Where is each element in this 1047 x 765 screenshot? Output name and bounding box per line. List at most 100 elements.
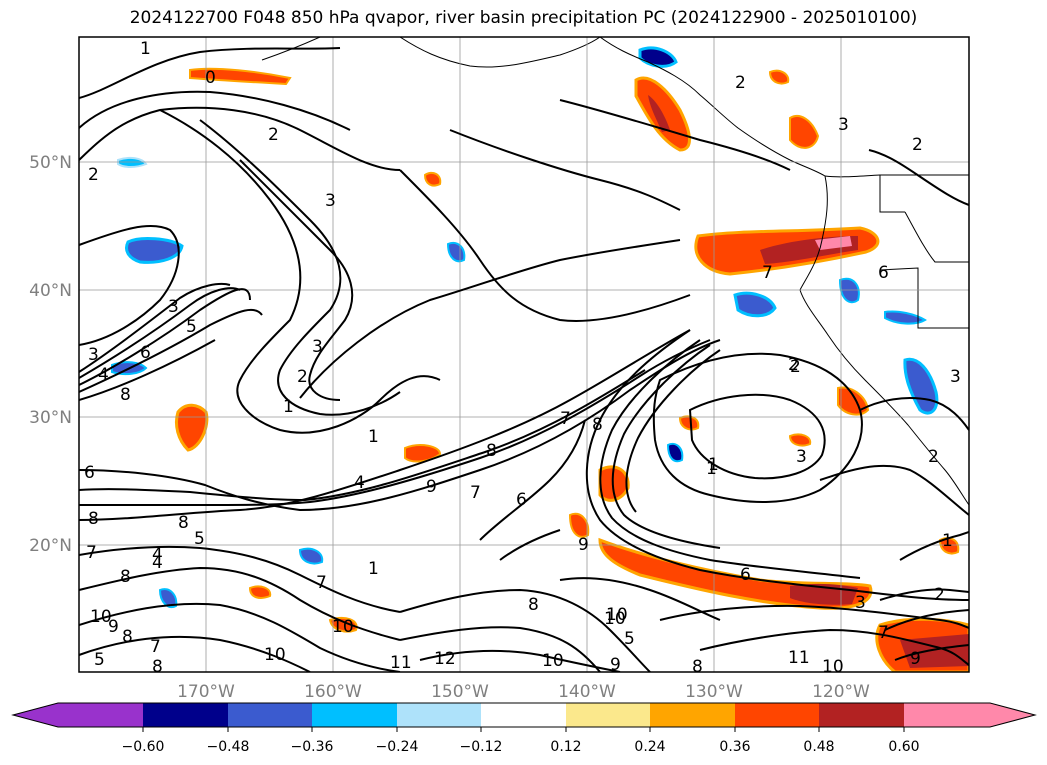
contour-label: 10 — [542, 651, 564, 671]
contour-label: 3 — [838, 115, 849, 135]
precip-patch-positive — [815, 236, 852, 250]
contour-label: 6 — [878, 263, 889, 283]
colorbar-tick-label: 0.12 — [550, 739, 581, 755]
precip-patch-positive — [328, 617, 358, 633]
contour-label: 2 — [912, 135, 923, 155]
contour-label: 5 — [624, 629, 635, 649]
precip-patch-negative — [733, 291, 777, 318]
contour-label: 12 — [434, 649, 456, 669]
contour-label: 4 — [152, 553, 163, 573]
lon-label: 170°W — [177, 682, 235, 702]
colorbar-swatch — [735, 703, 819, 727]
contour-labels: 1 2 0 2 2 3 2 3 3 3 4 5 6 8 2 3 1 1 4 9 … — [84, 39, 961, 677]
contour-label: 5 — [94, 650, 105, 670]
lon-label: 120°W — [812, 682, 870, 702]
contour-label: 9 — [578, 535, 589, 555]
contour-label: 2 — [788, 355, 799, 375]
contour-label: 7 — [150, 637, 161, 657]
contour-label: 3 — [168, 297, 179, 317]
colorbar-swatches — [13, 703, 1035, 727]
precip-patch-positive — [678, 415, 700, 431]
contour-label: 8 — [152, 657, 163, 677]
colorbar: −0.60 −0.48 −0.36 −0.24 −0.12 0.12 0.24 … — [11, 702, 1037, 755]
colorbar-tick-label: 0.60 — [888, 739, 919, 755]
precip-patch-positive — [837, 386, 870, 416]
lat-label: 40°N — [29, 281, 72, 301]
contour-label: 10 — [604, 609, 626, 629]
contour-label: 7 — [86, 543, 97, 563]
contour-label: 3 — [88, 345, 99, 365]
contour-label: 1 — [368, 427, 379, 447]
precip-patch-negative — [117, 156, 148, 168]
contour-label: 8 — [120, 567, 131, 587]
colorbar-swatch — [397, 703, 481, 727]
colorbar-tick-label: −0.24 — [376, 739, 419, 755]
precip-patch-positive — [768, 69, 790, 85]
colorbar-tick-labels: −0.60 −0.48 −0.36 −0.24 −0.12 0.12 0.24 … — [122, 739, 920, 755]
lon-label: 160°W — [304, 682, 362, 702]
colorbar-tick-label: −0.12 — [460, 739, 503, 755]
contour-label: 1 — [706, 459, 717, 479]
precip-patch-positive — [789, 115, 820, 149]
coastlines — [261, 37, 969, 506]
lon-label: 130°W — [685, 682, 743, 702]
contour-label: 0 — [205, 68, 216, 88]
contour-label: 8 — [178, 513, 189, 533]
precip-patch-negative — [125, 237, 184, 264]
lat-label: 20°N — [29, 536, 72, 556]
contour-label: 10 — [606, 605, 628, 625]
contour-label: 6 — [140, 343, 151, 363]
contour-label: 7 — [878, 623, 889, 643]
colorbar-swatch — [481, 703, 566, 727]
contour-label: 2 — [297, 367, 308, 387]
lat-label: 30°N — [29, 408, 72, 428]
precip-patch-positive — [189, 67, 292, 86]
colorbar-swatch — [819, 703, 904, 727]
colorbar-swatch — [143, 703, 228, 727]
contour-label: 1 — [942, 531, 953, 551]
map-panel: 1 2 0 2 2 3 2 3 3 3 4 5 6 8 2 3 1 1 4 9 … — [79, 37, 969, 677]
contour-label: 2 — [735, 73, 746, 93]
colorbar-tick-label: −0.36 — [291, 739, 334, 755]
contour-label: 2 — [928, 447, 939, 467]
precip-patch-negative — [838, 277, 860, 304]
contour-label: 8 — [120, 385, 131, 405]
lon-label: 140°W — [558, 682, 616, 702]
contour-label: 4 — [354, 473, 365, 493]
contour-label: 7 — [560, 409, 571, 429]
precip-patch-positive — [788, 433, 812, 447]
contour-label: 1 — [368, 559, 379, 579]
contour-label: 8 — [88, 509, 99, 529]
colorbar-swatch — [566, 703, 650, 727]
precip-patch-negative — [884, 310, 927, 325]
colorbar-tick-label: 0.48 — [803, 739, 834, 755]
latitude-labels: 50°N 40°N 30°N 20°N — [29, 153, 72, 556]
colorbar-frame — [11, 702, 1037, 728]
contour-label: 4 — [152, 545, 163, 565]
contour-label: 3 — [855, 593, 866, 613]
colorbar-swatch — [312, 703, 397, 727]
contour-label: 1 — [708, 455, 719, 475]
colorbar-swatch — [228, 703, 312, 727]
contour-label: 9 — [426, 477, 437, 497]
contour-label: 3 — [950, 367, 961, 387]
contour-label: 2 — [88, 165, 99, 185]
contour-label: 7 — [762, 263, 773, 283]
contour-label: 4 — [98, 365, 109, 385]
contour-label: 9 — [108, 617, 119, 637]
contour-label: 6 — [516, 490, 527, 510]
contour-label: 8 — [122, 627, 133, 647]
contour-label: 10 — [90, 607, 112, 627]
precip-patch-positive — [174, 403, 209, 452]
contour-label: 8 — [692, 657, 703, 677]
longitude-labels: 170°W 160°W 150°W 140°W 130°W 120°W — [177, 682, 870, 702]
precip-patch-positive — [404, 444, 442, 463]
contour-label: 6 — [84, 463, 95, 483]
colorbar-tick-label: −0.60 — [122, 739, 165, 755]
colorbar-ticks — [142, 727, 905, 732]
contour-label: 1 — [283, 397, 294, 417]
precip-patch-positive — [423, 171, 442, 187]
contour-label: 10 — [822, 657, 844, 677]
contour-label: 6 — [740, 565, 751, 585]
